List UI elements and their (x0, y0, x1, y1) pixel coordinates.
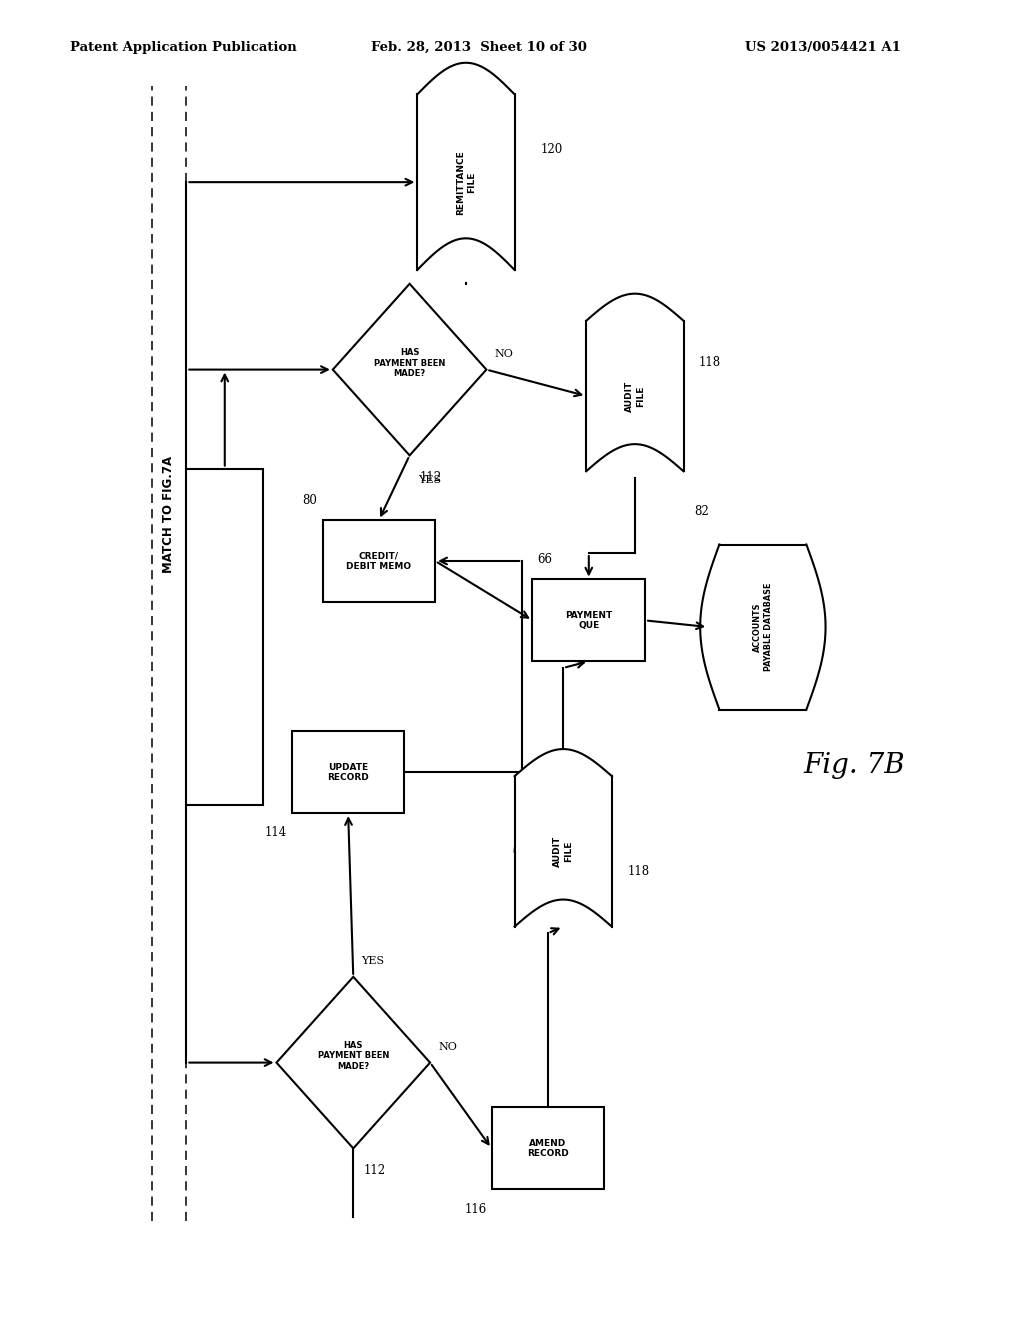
Text: AMEND
RECORD: AMEND RECORD (527, 1139, 568, 1158)
Polygon shape (333, 284, 486, 455)
FancyBboxPatch shape (292, 731, 404, 813)
Text: ACCOUNTS
PAYABLE DATABASE: ACCOUNTS PAYABLE DATABASE (754, 583, 772, 671)
Text: HAS
PAYMENT BEEN
MADE?: HAS PAYMENT BEEN MADE? (374, 348, 445, 378)
Polygon shape (276, 977, 430, 1148)
Text: NO: NO (438, 1041, 457, 1052)
Text: MATCH TO FIG.7A: MATCH TO FIG.7A (163, 457, 175, 573)
Text: 66: 66 (538, 553, 553, 566)
Text: 120: 120 (541, 143, 562, 156)
Text: 82: 82 (694, 506, 709, 517)
Text: PAYMENT
QUE: PAYMENT QUE (565, 611, 612, 630)
Text: US 2013/0054421 A1: US 2013/0054421 A1 (745, 41, 901, 54)
Text: YES: YES (418, 475, 441, 486)
Text: HAS
PAYMENT BEEN
MADE?: HAS PAYMENT BEEN MADE? (317, 1041, 389, 1071)
FancyBboxPatch shape (186, 469, 263, 805)
Text: Fig. 7B: Fig. 7B (804, 752, 905, 779)
Text: AUDIT
FILE: AUDIT FILE (553, 836, 573, 867)
Text: NO: NO (495, 348, 513, 359)
Text: UPDATE
RECORD: UPDATE RECORD (328, 763, 369, 781)
Text: REMITTANCE
FILE: REMITTANCE FILE (456, 149, 476, 215)
FancyBboxPatch shape (492, 1107, 604, 1189)
Text: 118: 118 (698, 356, 721, 370)
Text: 112: 112 (364, 1164, 386, 1177)
Text: 112: 112 (420, 471, 442, 484)
FancyBboxPatch shape (532, 579, 645, 661)
Text: Patent Application Publication: Patent Application Publication (70, 41, 296, 54)
Text: 118: 118 (627, 865, 649, 878)
Text: YES: YES (361, 956, 385, 966)
FancyBboxPatch shape (323, 520, 435, 602)
Text: 114: 114 (264, 826, 287, 840)
Text: Feb. 28, 2013  Sheet 10 of 30: Feb. 28, 2013 Sheet 10 of 30 (371, 41, 587, 54)
Text: 116: 116 (464, 1203, 486, 1216)
Text: AUDIT
FILE: AUDIT FILE (625, 380, 645, 412)
Text: CREDIT/
DEBIT MEMO: CREDIT/ DEBIT MEMO (346, 552, 412, 570)
Text: 80: 80 (302, 494, 317, 507)
